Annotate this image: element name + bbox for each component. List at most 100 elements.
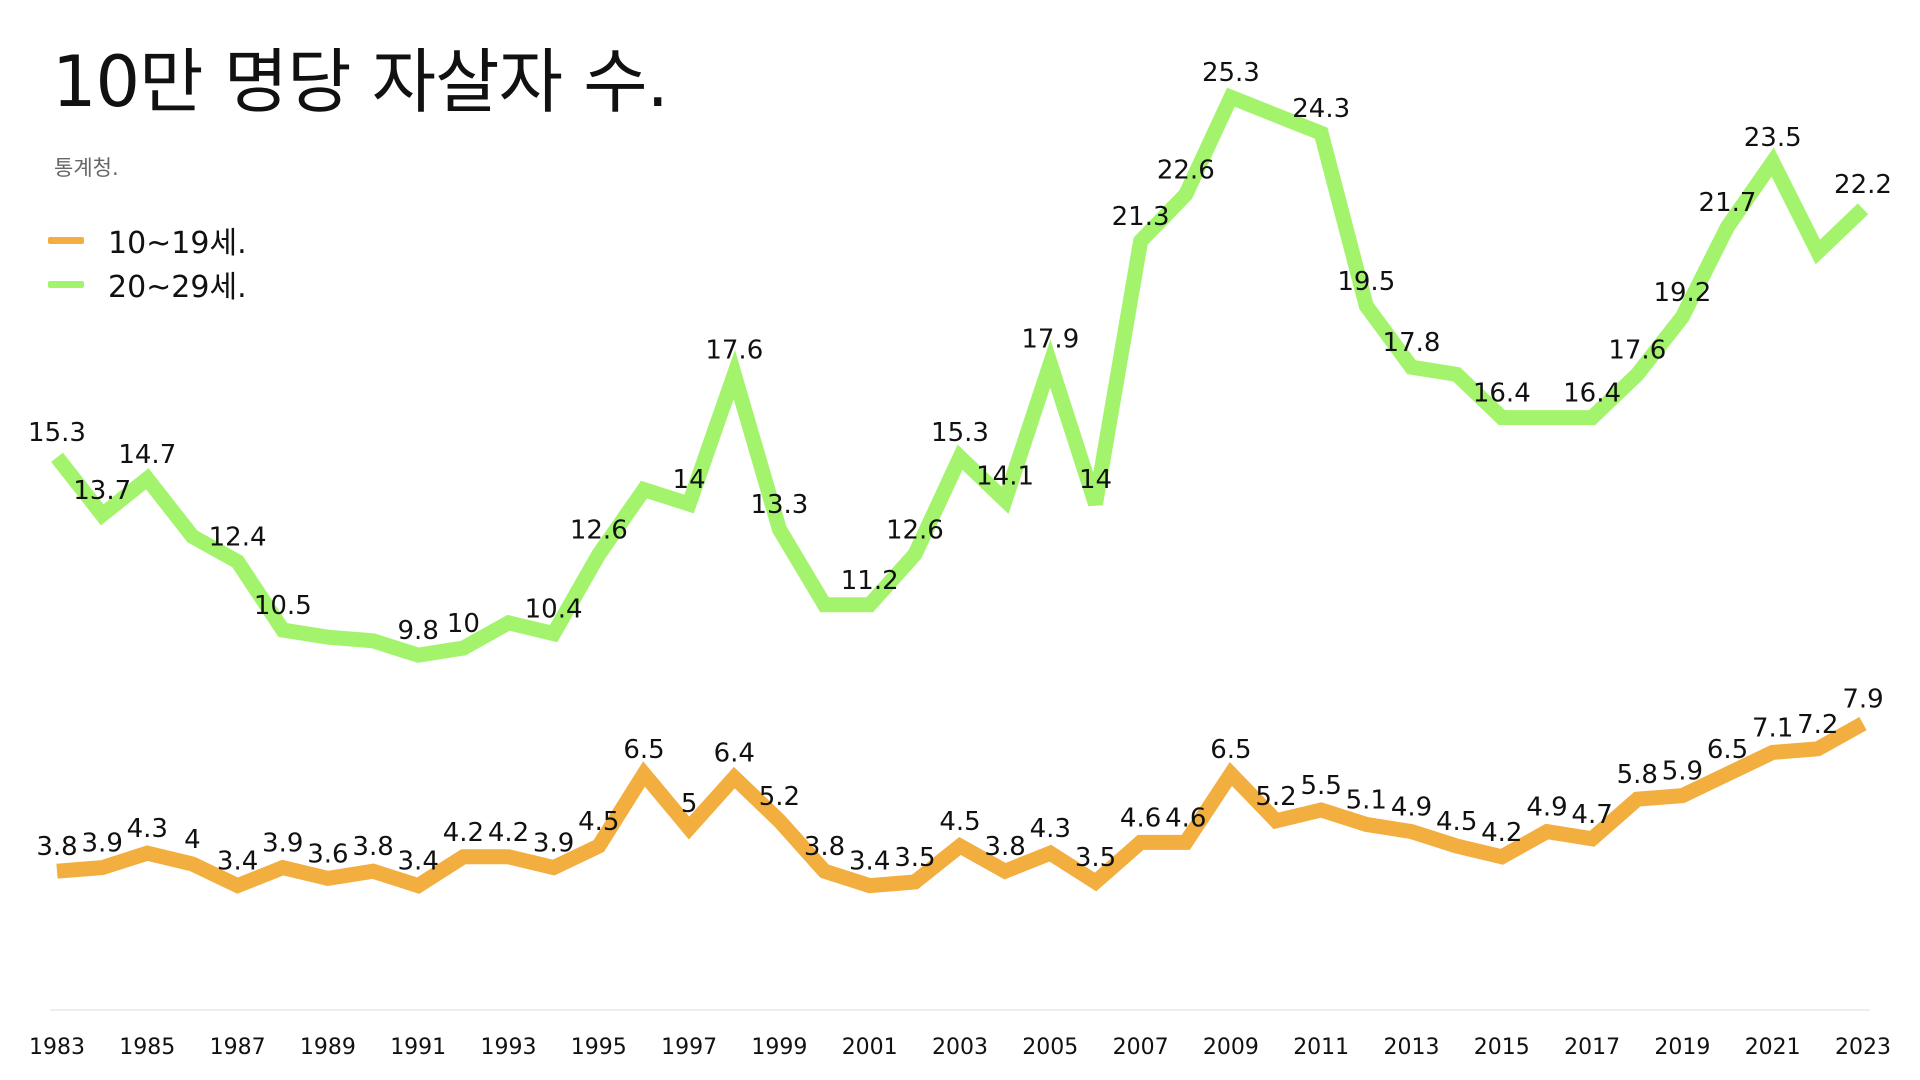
legend-label-20-29: 20~29세.: [108, 270, 247, 305]
data-label: 4.2: [1481, 818, 1522, 848]
data-label: 3.8: [984, 832, 1025, 862]
legend: 10~19세. 20~29세.: [48, 218, 247, 306]
x-tick-label: 1999: [751, 1035, 807, 1060]
data-label: 14.1: [976, 461, 1034, 491]
data-label: 10.4: [525, 595, 583, 625]
data-label: 22.2: [1834, 170, 1892, 200]
data-label: 7.1: [1752, 713, 1793, 743]
data-label: 13.7: [73, 476, 131, 506]
x-tick-label: 1993: [481, 1035, 537, 1060]
data-label: 15.3: [931, 418, 989, 448]
data-label: 14.7: [118, 440, 176, 470]
data-label: 21.7: [1699, 188, 1757, 218]
legend-swatch-10-19: [48, 236, 84, 244]
series-line-20-29: [51, 87, 1869, 663]
data-label: 5.2: [1255, 782, 1296, 812]
data-label: 3.8: [352, 832, 393, 862]
data-label: 5.8: [1617, 760, 1658, 790]
series-line-10-19: [56, 717, 1867, 894]
data-label: 3.5: [1075, 843, 1116, 873]
data-label: 10: [447, 609, 480, 639]
x-tick-label: 2009: [1203, 1035, 1259, 1060]
x-tick-label: 2011: [1293, 1035, 1349, 1060]
data-label: 16.4: [1473, 379, 1531, 409]
data-label: 4.7: [1571, 800, 1612, 830]
chart-title: 10만 명당 자살자 수.: [52, 41, 669, 123]
data-label: 12.6: [886, 515, 944, 545]
x-tick-label: 2007: [1113, 1035, 1169, 1060]
x-tick-label: 2019: [1654, 1035, 1710, 1060]
data-label: 11.2: [841, 566, 899, 596]
x-tick-label: 1983: [29, 1035, 85, 1060]
data-label: 3.4: [217, 847, 258, 877]
x-tick-label: 2017: [1564, 1035, 1620, 1060]
data-label: 10.5: [254, 591, 312, 621]
data-label: 21.3: [1112, 202, 1170, 232]
data-label: 3.4: [849, 847, 890, 877]
data-label: 9.8: [398, 616, 439, 646]
data-label: 5: [681, 789, 698, 819]
x-tick-label: 2013: [1384, 1035, 1440, 1060]
x-tick-label: 1995: [571, 1035, 627, 1060]
legend-label-10-19: 10~19세.: [108, 226, 247, 261]
data-label: 4.5: [578, 807, 619, 837]
data-label: 12.4: [209, 523, 267, 553]
x-tick-label: 1989: [300, 1035, 356, 1060]
data-label: 4.3: [1030, 814, 1071, 844]
data-label: 17.6: [705, 335, 763, 365]
x-tick-label: 1985: [119, 1035, 175, 1060]
legend-item-20-29: 20~29세.: [48, 262, 247, 306]
data-label: 6.5: [1210, 735, 1251, 765]
x-tick-label: 1991: [390, 1035, 446, 1060]
data-label: 3.6: [307, 839, 348, 869]
data-label: 4.2: [443, 818, 484, 848]
x-tick-label: 2003: [932, 1035, 988, 1060]
data-label: 6.4: [714, 739, 755, 769]
x-tick-label: 2005: [1022, 1035, 1078, 1060]
data-label: 13.3: [750, 490, 808, 520]
data-label: 3.9: [533, 829, 574, 859]
data-label: 4.5: [1436, 807, 1477, 837]
x-tick-label: 1987: [210, 1035, 266, 1060]
data-label: 4.3: [127, 814, 168, 844]
data-label: 23.5: [1744, 123, 1802, 153]
data-label: 3.9: [82, 829, 123, 859]
data-label: 17.9: [1021, 325, 1079, 355]
data-label: 3.4: [398, 847, 439, 877]
data-label: 7.2: [1797, 710, 1838, 740]
data-label: 5.5: [1301, 771, 1342, 801]
data-label: 4.9: [1526, 793, 1567, 823]
data-label: 7.9: [1842, 685, 1883, 715]
data-label: 25.3: [1202, 58, 1260, 88]
data-label: 5.2: [759, 782, 800, 812]
data-label: 4.2: [488, 818, 529, 848]
x-tick-label: 2001: [842, 1035, 898, 1060]
data-label: 6.5: [623, 735, 664, 765]
chart-source: 통계청.: [54, 156, 119, 180]
legend-swatch-20-29: [48, 280, 84, 288]
data-label: 3.9: [262, 829, 303, 859]
data-label: 4.9: [1391, 793, 1432, 823]
data-label: 15.3: [28, 418, 86, 448]
data-label: 19.2: [1653, 278, 1711, 308]
x-tick-label: 2023: [1835, 1035, 1891, 1060]
legend-item-10-19: 10~19세.: [48, 218, 247, 262]
data-label: 12.6: [570, 515, 628, 545]
x-tick-label: 1997: [661, 1035, 717, 1060]
data-label: 16.4: [1563, 379, 1621, 409]
data-label: 3.5: [894, 843, 935, 873]
data-label: 5.9: [1662, 757, 1703, 787]
data-label: 14: [673, 465, 706, 495]
data-label: 17.8: [1383, 328, 1441, 358]
x-tick-label: 2021: [1745, 1035, 1801, 1060]
data-label: 5.1: [1346, 785, 1387, 815]
data-label: 24.3: [1292, 94, 1350, 124]
data-label: 4.5: [939, 807, 980, 837]
x-tick-label: 2015: [1474, 1035, 1530, 1060]
data-label: 3.8: [36, 832, 77, 862]
data-label: 4.6: [1120, 803, 1161, 833]
data-label: 19.5: [1337, 267, 1395, 297]
data-label: 6.5: [1707, 735, 1748, 765]
data-label: 3.8: [804, 832, 845, 862]
